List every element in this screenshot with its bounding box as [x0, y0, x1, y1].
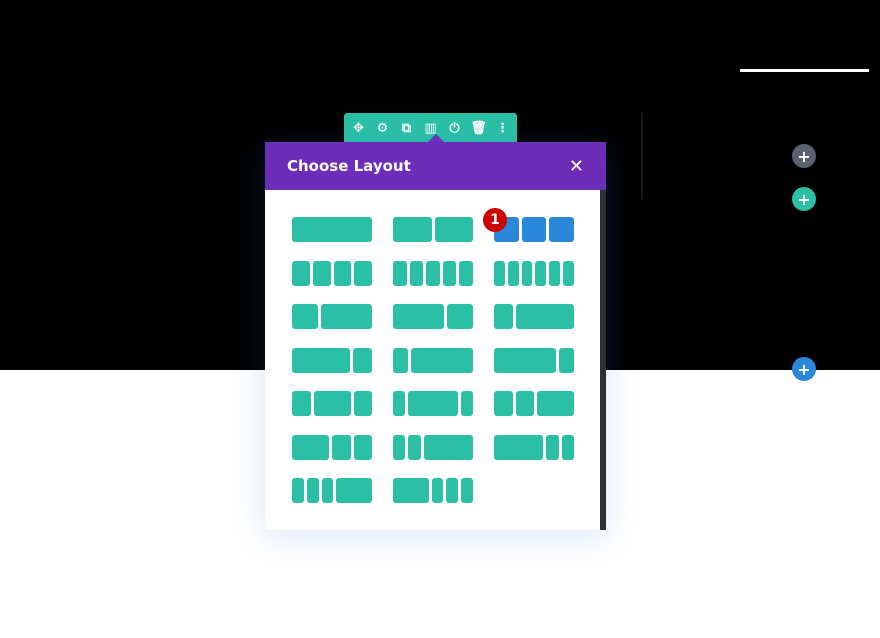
layout-column [393, 434, 406, 460]
row-toolbar: ✥ ⚙ ⧉ ▥ ⏻ 🗑 ⋮ [344, 113, 517, 144]
scrollbar[interactable] [600, 190, 606, 530]
power-icon[interactable]: ⏻ [449, 121, 460, 136]
layout-option-4-1-1[interactable] [494, 434, 574, 460]
add-row-button[interactable]: + [792, 144, 816, 168]
layout-column [336, 478, 372, 503]
layout-column [321, 478, 334, 503]
layout-column [434, 217, 473, 242]
layout-column [558, 347, 574, 373]
layout-column [494, 391, 513, 416]
layout-column [352, 347, 372, 373]
layout-column [537, 391, 574, 416]
modal-header: Choose Layout ✕ [265, 142, 606, 190]
popover-caret [427, 134, 445, 143]
layout-column [353, 391, 372, 416]
layout-option-1-4-1[interactable] [393, 391, 473, 416]
layout-option-1-4[interactable] [393, 347, 473, 373]
layout-option-2-1-1[interactable] [292, 434, 372, 460]
layout-option-1-1-1-1-1[interactable] [393, 260, 473, 286]
layout-column [393, 478, 429, 503]
layout-option-3-1[interactable] [292, 347, 372, 373]
layout-option-1-2[interactable] [292, 304, 372, 329]
layout-column [535, 260, 547, 286]
layout-column [460, 391, 473, 416]
layout-column [393, 391, 406, 416]
layout-option-1-1-1-1[interactable] [292, 260, 372, 286]
modal-title: Choose Layout [287, 157, 411, 175]
layout-column [393, 304, 445, 329]
layout-column [292, 304, 318, 329]
layout-option-1-1[interactable] [393, 217, 473, 242]
layout-column [515, 391, 534, 416]
layout-option-1[interactable] [292, 217, 372, 242]
add-module-button[interactable]: + [792, 187, 816, 211]
layout-column [563, 260, 574, 286]
layout-option-1-2-1[interactable] [292, 391, 372, 416]
layout-column [549, 217, 575, 242]
layout-column [292, 434, 329, 460]
layout-column [461, 478, 473, 503]
layout-column [393, 347, 409, 373]
add-section-button[interactable]: + [792, 357, 816, 381]
layout-column [423, 434, 473, 460]
layout-column [411, 347, 473, 373]
layout-option-2-1[interactable] [393, 304, 473, 329]
layout-column [431, 478, 444, 503]
layout-option-3-1-1-1[interactable] [393, 478, 473, 503]
layout-column [333, 260, 352, 286]
layout-column [393, 217, 432, 242]
layout-column [521, 217, 547, 242]
layout-column [393, 260, 407, 286]
layout-column [494, 347, 556, 373]
layout-column [516, 304, 574, 329]
step-badge: 1 [483, 208, 507, 232]
choose-layout-modal: Choose Layout ✕ [265, 142, 606, 530]
layout-column [320, 304, 372, 329]
layout-column [494, 260, 505, 286]
layout-column [447, 304, 473, 329]
move-icon[interactable]: ✥ [353, 121, 364, 136]
layout-option-1-1-4[interactable] [393, 434, 473, 460]
column-divider [641, 113, 643, 199]
trash-icon[interactable]: 🗑 [470, 121, 487, 136]
layout-column [292, 347, 350, 373]
more-icon[interactable]: ⋮ [496, 121, 509, 136]
layout-column [292, 478, 304, 503]
layout-column [292, 391, 311, 416]
layout-column [409, 260, 424, 286]
layout-option-1-3[interactable] [494, 304, 574, 329]
layout-column [306, 478, 319, 503]
layout-column [353, 434, 372, 460]
layout-option-1-1-1-3[interactable] [292, 478, 372, 503]
layout-column [332, 434, 351, 460]
layout-column [312, 260, 331, 286]
duplicate-icon[interactable]: ⧉ [401, 121, 412, 136]
layout-column [292, 217, 372, 242]
gear-icon[interactable]: ⚙ [376, 121, 389, 136]
layout-column [494, 304, 514, 329]
layout-column [442, 260, 457, 286]
layout-column [546, 434, 559, 460]
layout-option-4-1[interactable] [494, 347, 574, 373]
layout-column [549, 260, 561, 286]
columns-icon[interactable]: ▥ [424, 121, 437, 136]
layout-column [521, 260, 533, 286]
layout-column [313, 391, 351, 416]
layout-column [354, 260, 372, 286]
layout-option-1-1-2[interactable] [494, 391, 574, 416]
layout-column [292, 260, 310, 286]
layout-column [408, 391, 458, 416]
layout-column [446, 478, 459, 503]
layout-column [507, 260, 519, 286]
layout-column [408, 434, 421, 460]
layout-column [561, 434, 574, 460]
layout-option-1-1-1-1-1-1[interactable] [494, 260, 574, 286]
layout-grid [292, 217, 575, 503]
layout-column [459, 260, 473, 286]
close-icon[interactable]: ✕ [568, 155, 584, 177]
divider-line [740, 69, 869, 72]
layout-column [426, 260, 440, 286]
layout-column [494, 434, 544, 460]
